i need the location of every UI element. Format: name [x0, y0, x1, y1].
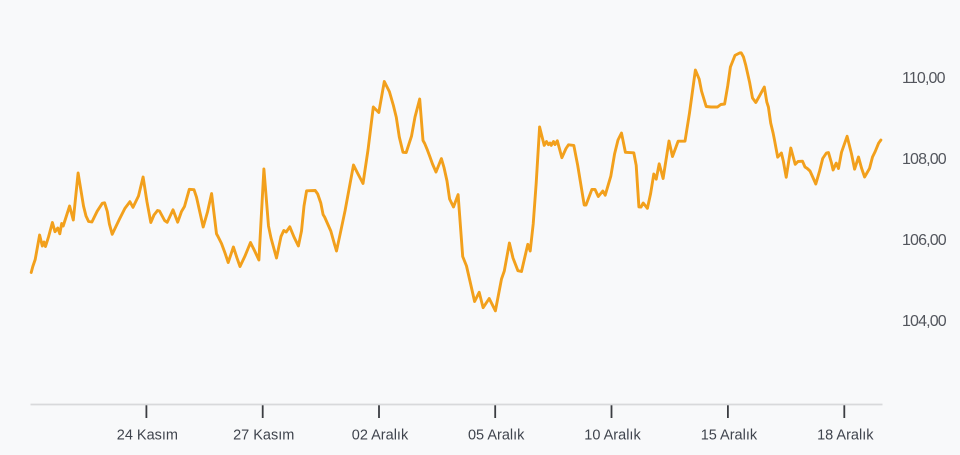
svg-text:27 Kasım: 27 Kasım	[233, 428, 294, 444]
svg-text:110,00: 110,00	[902, 70, 946, 87]
svg-text:18 Aralık: 18 Aralık	[817, 428, 874, 444]
svg-text:106,00: 106,00	[902, 232, 947, 249]
svg-text:10 Aralık: 10 Aralık	[584, 428, 641, 444]
svg-text:02 Aralık: 02 Aralık	[352, 428, 409, 444]
svg-text:05 Aralık: 05 Aralık	[468, 428, 525, 444]
svg-text:104,00: 104,00	[902, 313, 947, 330]
svg-text:108,00: 108,00	[902, 151, 947, 168]
svg-text:24 Kasım: 24 Kasım	[117, 428, 178, 444]
svg-text:15 Aralık: 15 Aralık	[701, 428, 758, 444]
